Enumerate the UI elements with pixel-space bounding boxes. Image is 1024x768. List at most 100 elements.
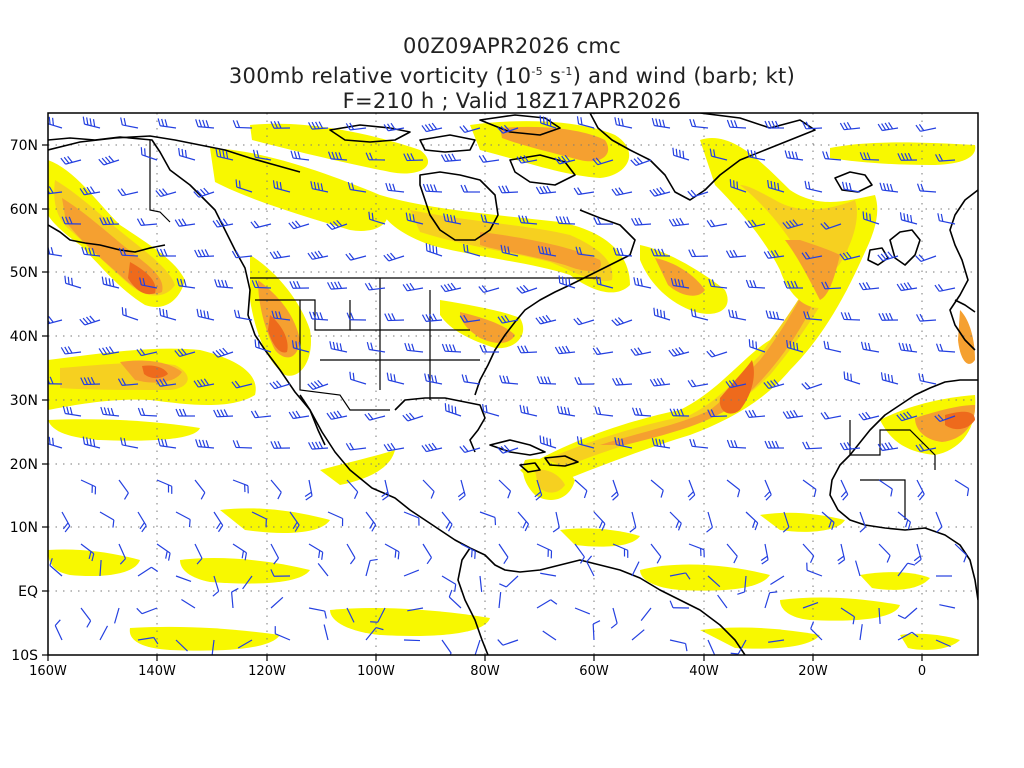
wind-barb (62, 405, 82, 417)
wind-barb (383, 252, 405, 262)
wind-barb (48, 315, 63, 325)
wind-barb (614, 117, 633, 129)
wind-barb (841, 181, 861, 193)
lon-label-100w: 100W (357, 664, 395, 679)
wind-barb (594, 406, 614, 417)
wind-barb (157, 118, 177, 129)
wind-barb (441, 511, 453, 532)
wind-barb (689, 438, 709, 449)
wind-barb (860, 341, 880, 353)
wind-barb (120, 117, 139, 129)
lon-label-160w: 160W (29, 664, 67, 679)
wind-barb (840, 607, 856, 625)
wind-barb (823, 340, 842, 353)
lat-label-eq: EQ (18, 584, 38, 600)
wind-barb (175, 408, 195, 417)
wind-barb (497, 124, 519, 134)
wind-barb (651, 437, 671, 449)
wind-barb (556, 405, 576, 417)
wind-barb (231, 380, 253, 389)
wind-barb (612, 377, 633, 386)
wind-barb (270, 120, 291, 129)
wind-barb (670, 277, 690, 289)
wind-barb (49, 558, 63, 577)
wind-barb (347, 181, 367, 193)
wind-barb (802, 479, 817, 497)
wind-barb (100, 406, 120, 417)
wind-barb (176, 278, 196, 289)
wind-barb (611, 479, 619, 501)
wind-barb (407, 607, 424, 612)
lat-label-30n: 30N (10, 393, 38, 409)
wind-barb (689, 118, 709, 129)
wind-barb (327, 151, 348, 161)
wind-barb (422, 183, 443, 193)
wind-barb (725, 379, 747, 389)
wind-barb (383, 122, 405, 132)
wind-barb (79, 315, 101, 326)
wind-barb (707, 575, 721, 588)
wind-barb (156, 543, 171, 561)
wind-barb (364, 282, 386, 291)
wind-barb (384, 313, 405, 322)
wind-barb (555, 216, 576, 225)
wind-barb (252, 149, 272, 161)
wind-barb (480, 214, 500, 225)
wind-barb (478, 154, 500, 163)
map-title: 00Z09APR2026 cmc 300mb relative vorticit… (0, 34, 1024, 114)
wind-barb (370, 607, 386, 623)
wind-barb (669, 511, 682, 531)
wind-barb (140, 147, 158, 161)
wind-barb (499, 375, 519, 385)
wind-barb (690, 308, 709, 321)
wind-barb (535, 314, 557, 325)
wind-barb (669, 600, 690, 609)
wind-barb (576, 116, 595, 129)
wind-barb (345, 442, 367, 451)
wind-barb (155, 378, 177, 387)
wind-barb (573, 187, 595, 196)
wind-barb (744, 219, 766, 229)
wind-barb (402, 282, 424, 292)
wind-barb (326, 410, 348, 420)
wind-barb (365, 152, 386, 161)
wind-barb (770, 575, 785, 585)
wind-barb (822, 151, 842, 161)
wind-barb (120, 437, 139, 449)
wind-barb (935, 639, 951, 648)
wind-barb (441, 575, 457, 592)
wind-barb (193, 187, 215, 198)
wind-barb (916, 479, 925, 501)
wind-barb (611, 187, 633, 196)
wind-barb (405, 212, 424, 225)
wind-barb (386, 372, 405, 385)
wind-barb (614, 437, 633, 449)
wind-barb (136, 607, 158, 615)
wind-barb (81, 246, 101, 257)
wind-barb (381, 479, 390, 501)
wind-barb (954, 479, 970, 497)
wind-barb (574, 543, 585, 564)
wind-barb (519, 404, 538, 417)
wind-barb (539, 435, 557, 449)
wind-barb (212, 575, 220, 597)
wind-barb (345, 252, 367, 261)
wind-barb (839, 251, 861, 261)
wind-barb (878, 607, 881, 625)
wind-barb (688, 543, 705, 558)
wind-barb (242, 575, 253, 590)
wind-barb (916, 183, 937, 193)
wind-barb (48, 116, 63, 129)
wind-barb (820, 222, 842, 230)
wind-barb (500, 244, 519, 257)
wind-barb (365, 626, 384, 641)
wind-barb (877, 122, 899, 132)
wind-barb (880, 372, 899, 385)
lat-label-20n: 20N (10, 457, 38, 473)
wind-barb (425, 243, 443, 257)
wind-barb (308, 441, 329, 450)
wind-barb (517, 511, 530, 532)
wind-barb (898, 342, 918, 353)
wind-barb (270, 596, 284, 609)
